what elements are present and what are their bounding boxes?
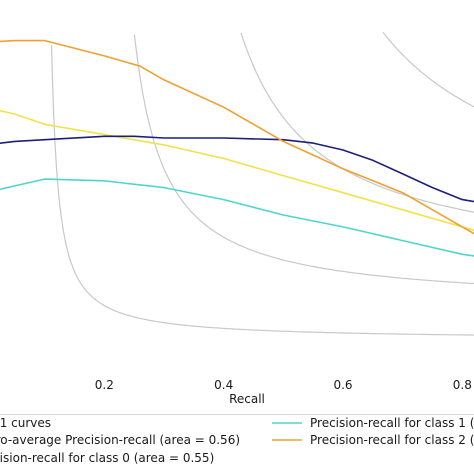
legend-label: Precision-recall for class 1 (a — [310, 416, 474, 430]
legend: iso-f1 curves micro-average Precision-rec… — [0, 416, 474, 465]
x-tick-label: 0.8 — [453, 378, 472, 392]
iso-f1-curves — [51, 31, 474, 336]
iso-f1-curve-1 — [51, 45, 474, 336]
series-line-3 — [0, 178, 474, 257]
series-lines — [0, 39, 474, 257]
iso-f1-curve-2 — [133, 34, 474, 285]
x-tick-label: 0.4 — [214, 378, 233, 392]
legend-label: Precision-recall for class 0 (area = 0.5… — [0, 451, 214, 465]
legend-label: micro-average Precision-recall (area = 0… — [0, 433, 240, 447]
iso-f1-curve-4 — [382, 31, 474, 108]
series-line-4 — [0, 39, 474, 235]
x-tick-label: 0.6 — [333, 378, 352, 392]
series-line-1 — [0, 109, 474, 232]
legend-label: Precision-recall for class 2 (a — [310, 433, 474, 447]
series-line-2 — [0, 135, 474, 203]
iso-f1-curve-3 — [240, 32, 474, 213]
legend-label: iso-f1 curves — [0, 416, 51, 430]
x-axis-label: Recall — [229, 392, 265, 406]
x-tick-label: 0.2 — [95, 378, 114, 392]
x-tick-labels: 0.2 0.4 0.6 0.8 — [95, 378, 472, 392]
